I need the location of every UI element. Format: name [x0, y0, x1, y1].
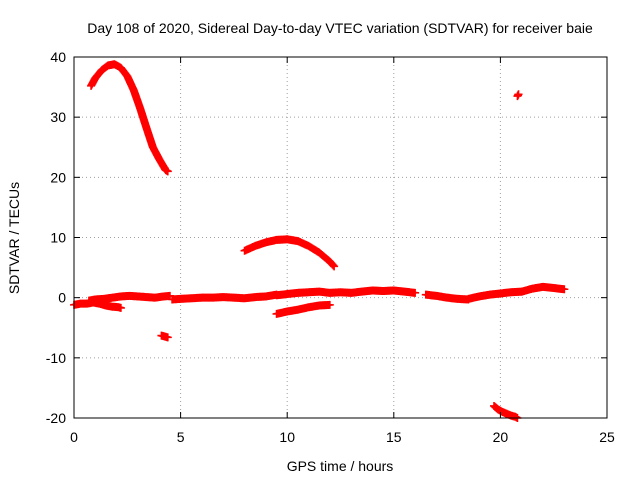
x-tick-label: 25 [599, 429, 615, 445]
y-tick-label: -20 [46, 410, 66, 426]
series-arc-below-zero-midday [272, 300, 334, 318]
x-tick-label: 0 [70, 429, 78, 445]
chart-title: Day 108 of 2020, Sidereal Day-to-day VTE… [87, 20, 593, 36]
series-isolated-high [513, 90, 523, 101]
x-tick-label: 10 [279, 429, 295, 445]
series-arc-near-zero-f [517, 282, 569, 296]
data-point [560, 285, 569, 294]
series-arc-midday-hump [240, 235, 339, 271]
y-axis-label: SDTVAR / TECUs [6, 182, 22, 294]
y-tick-label: 0 [58, 290, 66, 306]
data-point [411, 288, 420, 297]
data-point [325, 300, 334, 309]
series-arc-near-zero-e [464, 287, 526, 303]
y-tick-label: 20 [50, 169, 66, 185]
y-tick-label: 10 [50, 230, 66, 246]
data-point [163, 167, 172, 176]
data-point [514, 90, 523, 99]
y-tick-label: -10 [46, 350, 66, 366]
data-series [70, 60, 569, 422]
data-point [329, 261, 338, 270]
series-isolated-dip [157, 331, 172, 342]
x-tick-label: 15 [386, 429, 402, 445]
grid-lines [74, 57, 607, 418]
x-tick-label: 20 [493, 429, 509, 445]
series-arc-near-zero-c [272, 286, 420, 300]
series-arc-near-zero-a [84, 291, 174, 305]
axis-ticks: 0 5 10 15 20 25 -20 -10 0 10 20 30 40 [46, 49, 615, 445]
x-tick-label: 5 [177, 429, 185, 445]
series-arc-high-morning [87, 60, 172, 176]
data-point [116, 303, 125, 312]
x-axis-label: GPS time / hours [287, 458, 394, 474]
y-tick-label: 40 [50, 49, 66, 65]
y-tick-label: 30 [50, 109, 66, 125]
data-point [163, 333, 172, 342]
data-point [330, 262, 339, 271]
